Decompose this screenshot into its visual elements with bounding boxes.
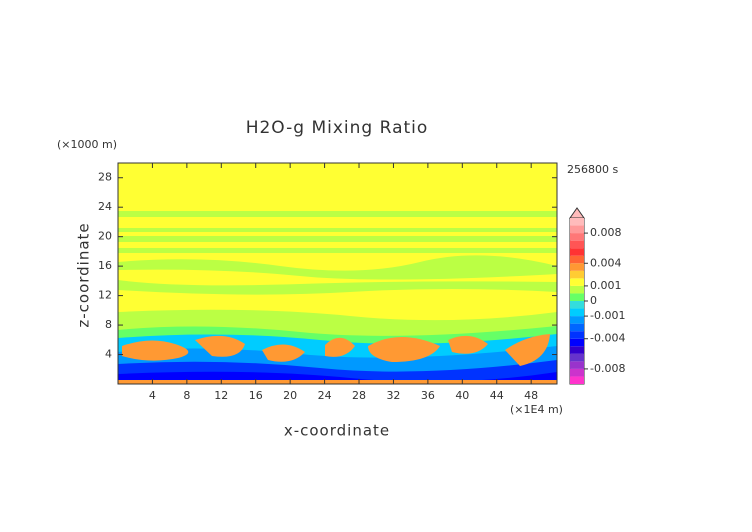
x-tick-label: 16 bbox=[249, 389, 263, 402]
y-tick-label: 12 bbox=[98, 289, 112, 302]
colorbar-band bbox=[570, 293, 584, 301]
colorbar-tick-label: 0.008 bbox=[590, 226, 622, 239]
colorbar-band bbox=[570, 248, 584, 256]
colorbar-band bbox=[570, 316, 584, 324]
colorbar-band bbox=[570, 308, 584, 317]
chart-title: H2O-g Mixing Ratio bbox=[246, 118, 429, 138]
colorbar-band bbox=[570, 285, 584, 294]
colorbar-band bbox=[570, 368, 584, 377]
colorbar-band bbox=[570, 361, 584, 369]
colorbar-band bbox=[570, 270, 584, 279]
y-tick-label: 8 bbox=[105, 318, 112, 331]
colorbar-tick-label: 0 bbox=[590, 294, 597, 307]
colorbar-band bbox=[570, 346, 584, 354]
x-tick-label: 12 bbox=[214, 389, 228, 402]
x-tick-label: 20 bbox=[283, 389, 297, 402]
x-tick-label: 28 bbox=[352, 389, 366, 402]
x-tick-label: 44 bbox=[490, 389, 504, 402]
colorbar-band bbox=[570, 263, 584, 271]
colorbar-band bbox=[570, 331, 584, 339]
x-tick-label: 24 bbox=[318, 389, 332, 402]
x-tick-label: 48 bbox=[524, 389, 538, 402]
time-label: 256800 s bbox=[567, 163, 618, 176]
colorbar-band bbox=[570, 278, 584, 286]
x-tick-label: 4 bbox=[149, 389, 156, 402]
colorbar-tick-label: 0.004 bbox=[590, 256, 622, 269]
x-unit: (×1E4 m) bbox=[510, 403, 563, 416]
contour-field bbox=[118, 163, 557, 384]
colorbar-band bbox=[570, 376, 584, 384]
colorbar-tick-label: 0.001 bbox=[590, 279, 622, 292]
colorbar-band bbox=[570, 240, 584, 249]
y-tick-label: 16 bbox=[98, 259, 112, 272]
colorbar-band bbox=[570, 255, 584, 264]
colorbar-tick-label: -0.001 bbox=[590, 309, 625, 322]
x-tick-label: 8 bbox=[183, 389, 190, 402]
y-tick-label: 28 bbox=[98, 171, 112, 184]
y-axis-label: z-coordinate bbox=[75, 222, 93, 327]
colorbar-band bbox=[570, 353, 584, 362]
colorbar-band bbox=[570, 338, 584, 347]
colorbar-extend bbox=[569, 207, 585, 219]
x-tick-label: 32 bbox=[386, 389, 400, 402]
colorbar-band bbox=[570, 323, 584, 332]
y-unit: (×1000 m) bbox=[57, 138, 117, 151]
colorbar-band bbox=[570, 301, 584, 309]
plot-frame bbox=[117, 162, 558, 385]
colorbar-band bbox=[570, 218, 584, 226]
colorbar-tick-label: -0.004 bbox=[590, 332, 625, 345]
colorbar-band bbox=[570, 225, 584, 234]
y-tick-label: 24 bbox=[98, 200, 112, 213]
x-tick-label: 40 bbox=[455, 389, 469, 402]
y-tick-label: 20 bbox=[98, 230, 112, 243]
colorbar-tick-label: -0.008 bbox=[590, 362, 625, 375]
colorbar-band bbox=[570, 233, 584, 241]
x-tick-label: 36 bbox=[421, 389, 435, 402]
y-tick-label: 4 bbox=[105, 348, 112, 361]
x-axis-label: x-coordinate bbox=[284, 422, 390, 440]
